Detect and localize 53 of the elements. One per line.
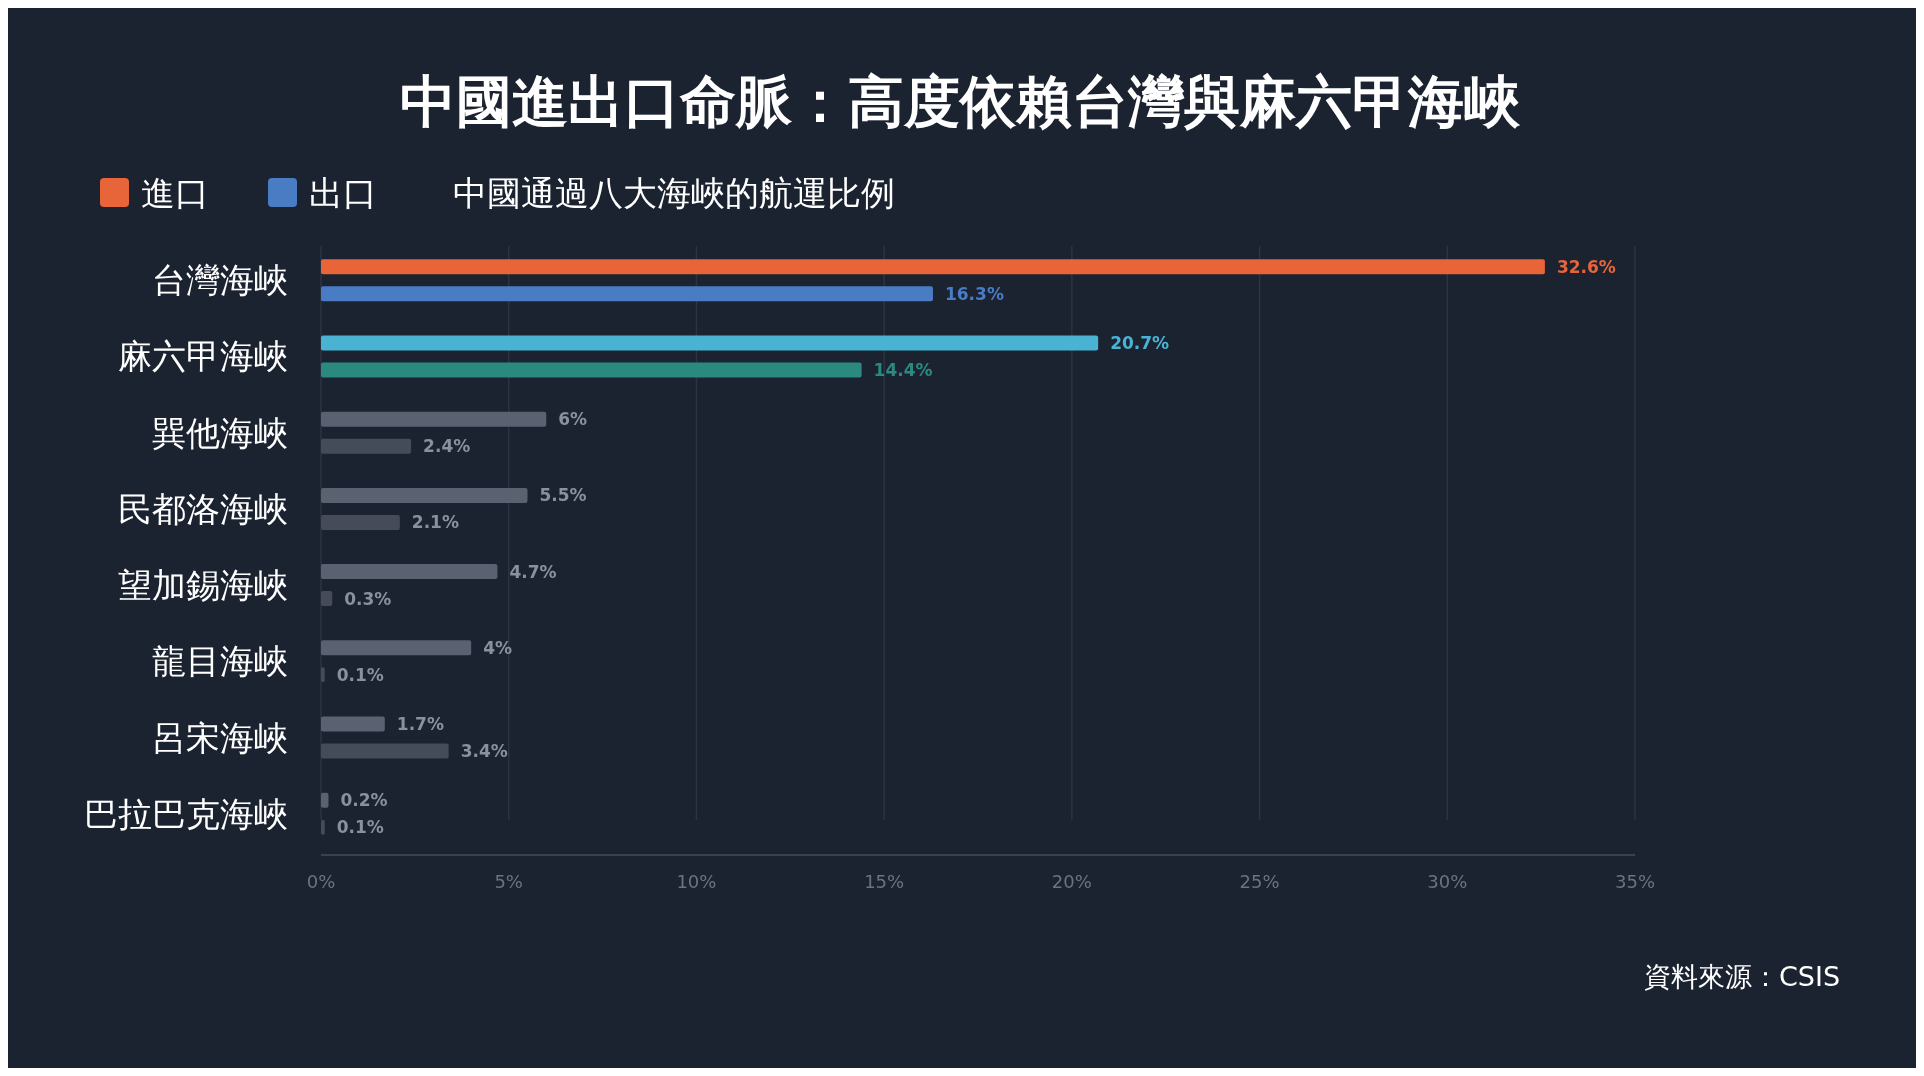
x-tick-label: 30%: [1427, 871, 1468, 892]
bar: [321, 362, 862, 378]
bar: [321, 564, 498, 580]
data-label: 3.4%: [460, 741, 508, 762]
x-tick-label: 25%: [1239, 871, 1280, 892]
legend-label: 出口: [309, 173, 377, 213]
bar: [321, 514, 400, 530]
chart-subtitle: 中國通過八大海峽的航運比例: [453, 173, 895, 213]
y-tick-label: 巴拉巴克海峽: [84, 793, 288, 834]
bar: [321, 259, 1545, 275]
data-label: 6%: [558, 409, 588, 430]
data-label: 0.2%: [340, 790, 388, 811]
bar: [321, 667, 325, 683]
x-tick-label: 10%: [676, 871, 717, 892]
bar: [321, 411, 547, 427]
y-tick-label: 民都洛海峽: [118, 488, 288, 529]
data-label: 0.1%: [336, 664, 384, 685]
data-label: 32.6%: [1556, 256, 1616, 277]
bar: [321, 591, 333, 607]
data-label: 4.7%: [509, 561, 557, 582]
x-tick-label: 0%: [306, 871, 336, 892]
bar: [321, 640, 472, 656]
bar: [321, 286, 933, 302]
bar: [321, 716, 385, 732]
y-tick-label: 台灣海峽: [152, 260, 288, 301]
x-tick-label: 15%: [864, 871, 905, 892]
bar: [321, 487, 528, 503]
data-label: 2.1%: [411, 512, 459, 533]
data-label: 20.7%: [1110, 332, 1170, 353]
x-tick-label: 35%: [1614, 871, 1656, 892]
bar: [321, 335, 1099, 351]
bar: [321, 819, 325, 835]
data-label: 16.3%: [944, 283, 1004, 304]
y-tick-label: 望加錫海峽: [118, 565, 288, 606]
data-label: 14.4%: [873, 359, 933, 380]
source-note: 資料來源：CSIS: [1644, 961, 1841, 992]
y-tick-label: 呂宋海峽: [152, 717, 288, 758]
data-label: 0.3%: [344, 588, 392, 609]
data-label: 5.5%: [539, 485, 587, 506]
data-label: 4%: [483, 637, 513, 658]
y-tick-label: 巽他海峽: [152, 412, 288, 453]
chart-title: 中國進出口命脈：高度依賴台灣與麻六甲海峽: [400, 69, 1521, 134]
bar: [321, 792, 329, 808]
bar: [321, 438, 412, 454]
y-tick-label: 麻六甲海峽: [118, 336, 288, 377]
data-label: 0.1%: [336, 817, 384, 838]
legend-label: 進口: [141, 173, 209, 213]
y-tick-label: 龍目海峽: [152, 641, 288, 682]
x-tick-label: 20%: [1051, 871, 1092, 892]
data-label: 1.7%: [396, 714, 444, 735]
data-label: 2.4%: [423, 436, 471, 457]
x-tick-label: 5%: [494, 871, 523, 892]
bar: [321, 743, 449, 759]
